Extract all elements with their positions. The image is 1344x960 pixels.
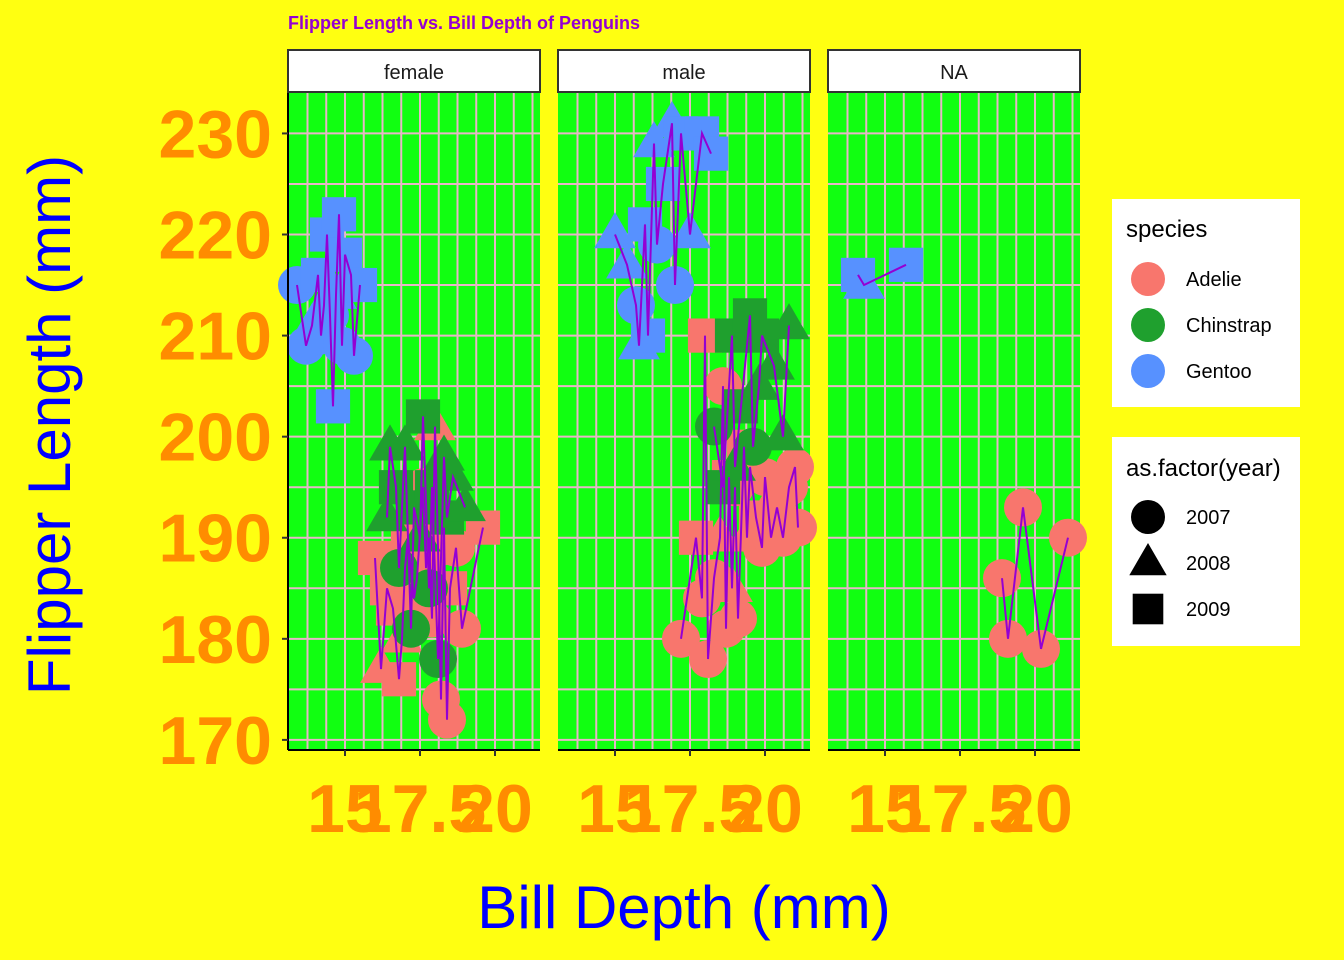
y-tick-label: 200 xyxy=(159,400,272,476)
facet-strip xyxy=(287,49,541,93)
legend-key-chinstrap xyxy=(1131,308,1165,342)
data-point-chinstrap xyxy=(768,303,810,340)
panel-grid xyxy=(828,93,1080,750)
facet-strip-label: male xyxy=(662,62,705,84)
facet-strip-label: female xyxy=(384,62,444,84)
path-line-gentoo xyxy=(296,214,361,407)
legend-key-adelie xyxy=(1131,262,1165,296)
facet-panel-na: NA xyxy=(827,49,1087,756)
facet-panels: female male NA xyxy=(278,49,1087,756)
x-axis-label: Bill Depth (mm) xyxy=(477,874,890,941)
facet-strip xyxy=(557,49,811,93)
path-line-adelie xyxy=(680,335,799,660)
legend-key-2009 xyxy=(1132,593,1164,625)
legend-label-adelie: Adelie xyxy=(1186,269,1242,291)
y-tick-label: 210 xyxy=(159,299,272,375)
facet-panel-male: male xyxy=(557,49,817,756)
data-point-gentoo xyxy=(656,266,694,305)
data-point-chinstrap xyxy=(384,424,426,461)
legend-label-gentoo: Gentoo xyxy=(1186,361,1252,383)
path-line-chinstrap xyxy=(386,416,466,660)
x-tick-label: 17.5 xyxy=(624,771,756,847)
x-tick-label: 15 xyxy=(847,771,923,847)
legend-key-2008 xyxy=(1129,542,1167,576)
y-tick-label: 230 xyxy=(159,96,272,172)
facet-strip xyxy=(827,49,1081,93)
x-tick-label: 15 xyxy=(577,771,653,847)
legend-label-2008: 2008 xyxy=(1186,553,1231,575)
data-point-chinstrap xyxy=(753,343,795,380)
legend-year-title: as.factor(year) xyxy=(1126,455,1281,482)
data-point-gentoo xyxy=(843,262,885,299)
x-tick-label: 20 xyxy=(727,771,803,847)
legend-species: species Adelie Chinstrap Gentoo xyxy=(1112,199,1300,407)
y-axis-label: Flipper Length (mm) xyxy=(16,155,83,695)
y-tick-label: 180 xyxy=(159,602,272,678)
facet-strip-label: NA xyxy=(940,62,968,84)
x-tick-label: 15 xyxy=(307,771,383,847)
legend-key-2007 xyxy=(1131,500,1165,534)
data-point-gentoo xyxy=(606,242,648,279)
legend-key-gentoo xyxy=(1131,354,1165,388)
data-point-gentoo xyxy=(594,212,636,249)
data-point-adelie xyxy=(983,559,1021,598)
x-tick-label: 17.5 xyxy=(354,771,486,847)
y-tick-label: 190 xyxy=(159,501,272,577)
y-tick-label: 170 xyxy=(159,703,272,779)
legend-label-2009: 2009 xyxy=(1186,599,1231,621)
x-tick-label: 17.5 xyxy=(894,771,1026,847)
path-line-gentoo xyxy=(614,123,712,346)
data-point-adelie xyxy=(662,619,700,658)
path-line-gentoo xyxy=(857,263,907,287)
data-point-chinstrap xyxy=(444,485,486,522)
path-line-adelie xyxy=(1001,507,1069,650)
legend-species-title: species xyxy=(1126,216,1207,243)
legend-year: as.factor(year) 2007 2008 2009 xyxy=(1112,437,1300,646)
legend-label-chinstrap: Chinstrap xyxy=(1186,315,1272,337)
x-tick-label: 20 xyxy=(457,771,533,847)
x-tick-label: 20 xyxy=(997,771,1073,847)
y-axis-ticks: 170 180 190 200 210 220 230 xyxy=(159,93,289,779)
chart-title: Flipper Length vs. Bill Depth of Penguin… xyxy=(288,13,640,33)
path-line-adelie xyxy=(374,426,484,720)
path-line-chinstrap xyxy=(713,315,790,488)
facet-panel-female: female xyxy=(278,49,541,756)
legend-label-2007: 2007 xyxy=(1186,507,1231,529)
data-point-adelie xyxy=(779,508,817,547)
y-tick-label: 220 xyxy=(159,198,272,274)
